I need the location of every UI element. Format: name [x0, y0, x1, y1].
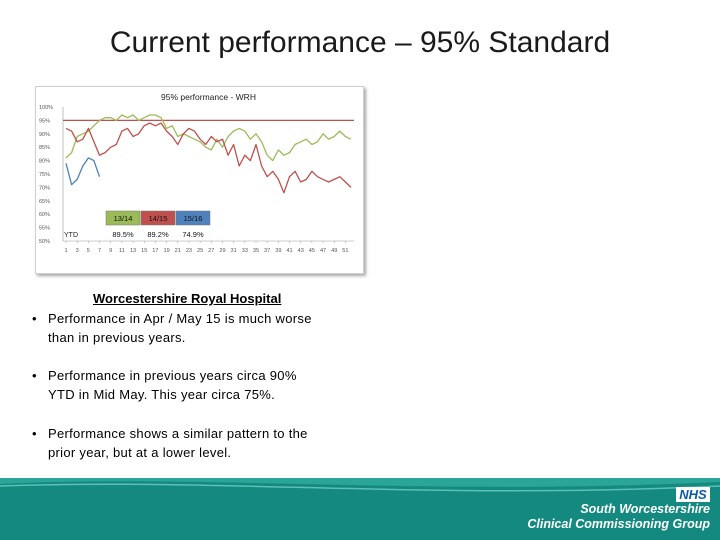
x-tick-label: 45	[309, 248, 315, 254]
y-tick-label: 90%	[39, 132, 50, 138]
x-tick-label: 51	[342, 248, 348, 254]
x-tick-label: 15	[141, 248, 147, 254]
series-line-13-14	[65, 114, 352, 162]
nhs-logo: NHS	[676, 487, 710, 502]
bullet-item: • Performance shows a similar pattern to…	[32, 424, 318, 462]
y-tick-label: 65%	[39, 199, 50, 205]
ytd-value-label: 89.5%	[112, 230, 134, 239]
ytd-year-cell	[175, 210, 211, 226]
ytd-year-label: 14/15	[149, 214, 168, 223]
ytd-year-label: 13/14	[114, 214, 133, 223]
y-tick-label: 60%	[39, 212, 50, 218]
ytd-year-cell	[105, 210, 141, 226]
x-tick-label: 7	[98, 248, 101, 254]
bullet-text: Performance shows a similar pattern to t…	[48, 426, 308, 460]
chart-title: 95% performance - WRH	[161, 92, 256, 102]
x-tick-label: 31	[231, 248, 237, 254]
performance-chart: 95% performance - WRH 50% 55% 60% 65% 70% 75% 8…	[35, 86, 364, 274]
x-tick-label: 29	[219, 248, 225, 254]
x-tick-label: 21	[175, 248, 181, 254]
x-tick-label: 49	[331, 248, 337, 254]
y-tick-label: 80%	[39, 159, 50, 165]
x-tick-label: 37	[264, 248, 270, 254]
y-tick-label: 95%	[39, 118, 50, 124]
x-tick-label: 47	[320, 248, 326, 254]
chart-svg: 95% performance - WRH 50% 55% 60% 65% 70% 75% 8…	[39, 92, 354, 254]
bullet-marker: •	[32, 368, 37, 383]
x-tick-label: 1	[64, 248, 67, 254]
ytd-label: YTD	[64, 232, 78, 239]
x-tick-label: 5	[87, 248, 90, 254]
series-line-14-15	[65, 122, 352, 194]
x-tick-label: 43	[298, 248, 304, 254]
bullet-marker: •	[32, 311, 37, 326]
bullet-item: • Performance in previous years circa 90…	[32, 366, 318, 404]
x-tick-label: 3	[76, 248, 79, 254]
x-tick-label: 41	[286, 248, 292, 254]
x-tick-label: 19	[163, 248, 169, 254]
y-tick-label: 70%	[39, 185, 50, 191]
org-name-line1: South Worcestershire	[580, 502, 710, 516]
x-tick-label: 25	[197, 248, 203, 254]
x-tick-label: 9	[109, 248, 112, 254]
y-tick-label: 75%	[39, 172, 50, 178]
x-tick-label: 23	[186, 248, 192, 254]
org-name-line2: Clinical Commissioning Group	[527, 517, 710, 531]
footer-band	[0, 478, 720, 540]
x-tick-label: 35	[253, 248, 259, 254]
bullet-text: Performance in previous years circa 90% …	[48, 368, 297, 402]
bullet-item: • Performance in Apr / May 15 is much wo…	[32, 309, 318, 347]
x-tick-label: 13	[130, 248, 136, 254]
bullet-text: Performance in Apr / May 15 is much wors…	[48, 311, 312, 345]
bullet-marker: •	[32, 426, 37, 441]
hospital-heading: Worcestershire Royal Hospital	[93, 291, 282, 306]
y-tick-label: 50%	[39, 239, 50, 245]
y-tick-label: 85%	[39, 145, 50, 151]
ytd-value-label: 74.9%	[182, 230, 204, 239]
ytd-year-label: 15/16	[184, 214, 203, 223]
footer-swoosh	[0, 478, 720, 492]
x-tick-label: 39	[275, 248, 281, 254]
ytd-value-label: 89.2%	[147, 230, 169, 239]
x-tick-label: 33	[242, 248, 248, 254]
ytd-year-cell	[140, 210, 176, 226]
slide-title: Current performance – 95% Standard	[109, 26, 611, 59]
y-tick-label: 55%	[39, 226, 50, 232]
y-tick-label: 100%	[39, 105, 53, 111]
x-tick-label: 17	[152, 248, 158, 254]
x-tick-label: 11	[119, 248, 125, 254]
series-line-15-16	[65, 157, 101, 186]
x-tick-label: 27	[208, 248, 214, 254]
